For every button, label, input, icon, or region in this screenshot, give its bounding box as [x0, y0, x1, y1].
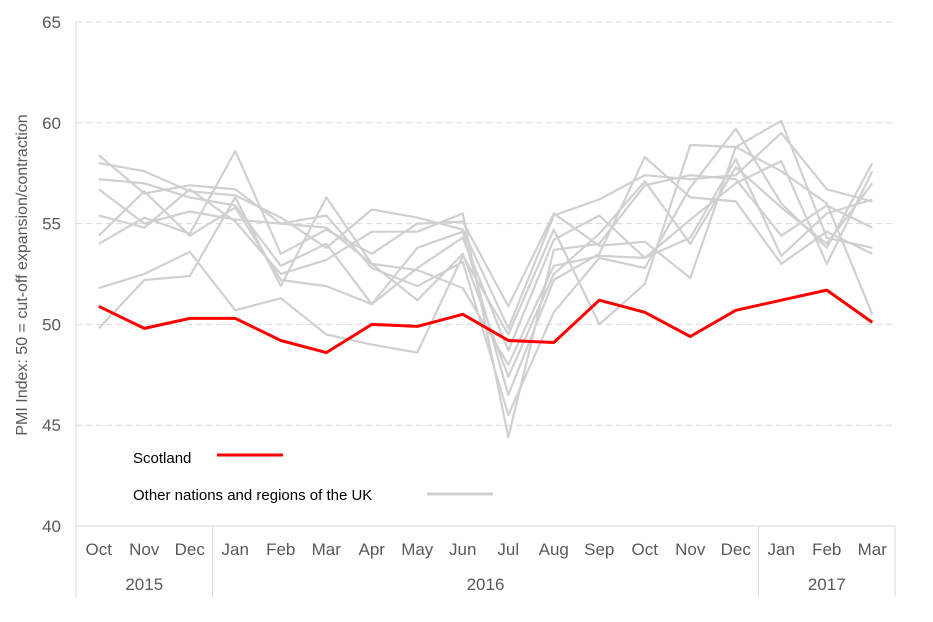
x-tick-label: Mar [312, 540, 342, 559]
x-tick-label: Jul [497, 540, 519, 559]
x-tick-label: Nov [129, 540, 160, 559]
x-tick-label: May [401, 540, 434, 559]
x-tick-label: Aug [539, 540, 569, 559]
other-region-line [98, 131, 873, 330]
other-regions-series [97, 119, 874, 439]
x-tick-label: Sep [584, 540, 614, 559]
x-tick-label: Jun [449, 540, 476, 559]
x-tick-label: Oct [86, 540, 113, 559]
year-label: 2017 [808, 575, 846, 594]
y-tick-label: 60 [42, 114, 61, 133]
x-tick-label: Feb [812, 540, 841, 559]
y-tick-label: 50 [42, 315, 61, 334]
year-label: 2015 [125, 575, 163, 594]
gridlines [76, 21, 895, 426]
x-tick-label: Dec [721, 540, 752, 559]
scotland-line [98, 288, 874, 355]
x-tick-label: Oct [632, 540, 659, 559]
y-axis-ticks: 40 45 50 55 60 65 [42, 13, 61, 536]
year-label: 2016 [467, 575, 505, 594]
year-labels: 2015 2016 2017 [75, 526, 896, 597]
x-tick-label: Dec [175, 540, 206, 559]
legend-label-other-regions: Other nations and regions of the UK [133, 487, 372, 504]
axes [75, 22, 895, 527]
y-tick-label: 65 [42, 13, 61, 32]
other-region-line [98, 119, 873, 308]
x-tick-label: Jan [222, 540, 249, 559]
legend-label-scotland: Scotland [133, 450, 191, 467]
y-axis-label: PMI Index: 50 = cut-off expansion/contra… [14, 114, 31, 435]
x-tick-label: Jan [768, 540, 795, 559]
x-tick-label: Apr [359, 540, 386, 559]
legend: Scotland Other nations and regions of th… [133, 450, 493, 504]
y-tick-label: 45 [42, 416, 61, 435]
y-tick-label: 40 [42, 517, 61, 536]
other-region-line [98, 143, 874, 354]
x-tick-label: Nov [675, 540, 706, 559]
scotland-series [98, 288, 874, 355]
y-tick-label: 55 [42, 215, 61, 234]
x-tick-label: Feb [266, 540, 295, 559]
x-tick-label: Mar [858, 540, 888, 559]
x-axis-ticks: Oct Nov Dec Jan Feb Mar Apr May Jun Jul Aug Sep Oct N… [86, 540, 888, 559]
other-region-line [98, 127, 874, 417]
